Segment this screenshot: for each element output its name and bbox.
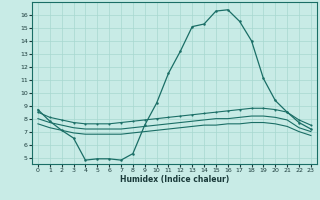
X-axis label: Humidex (Indice chaleur): Humidex (Indice chaleur) (120, 175, 229, 184)
